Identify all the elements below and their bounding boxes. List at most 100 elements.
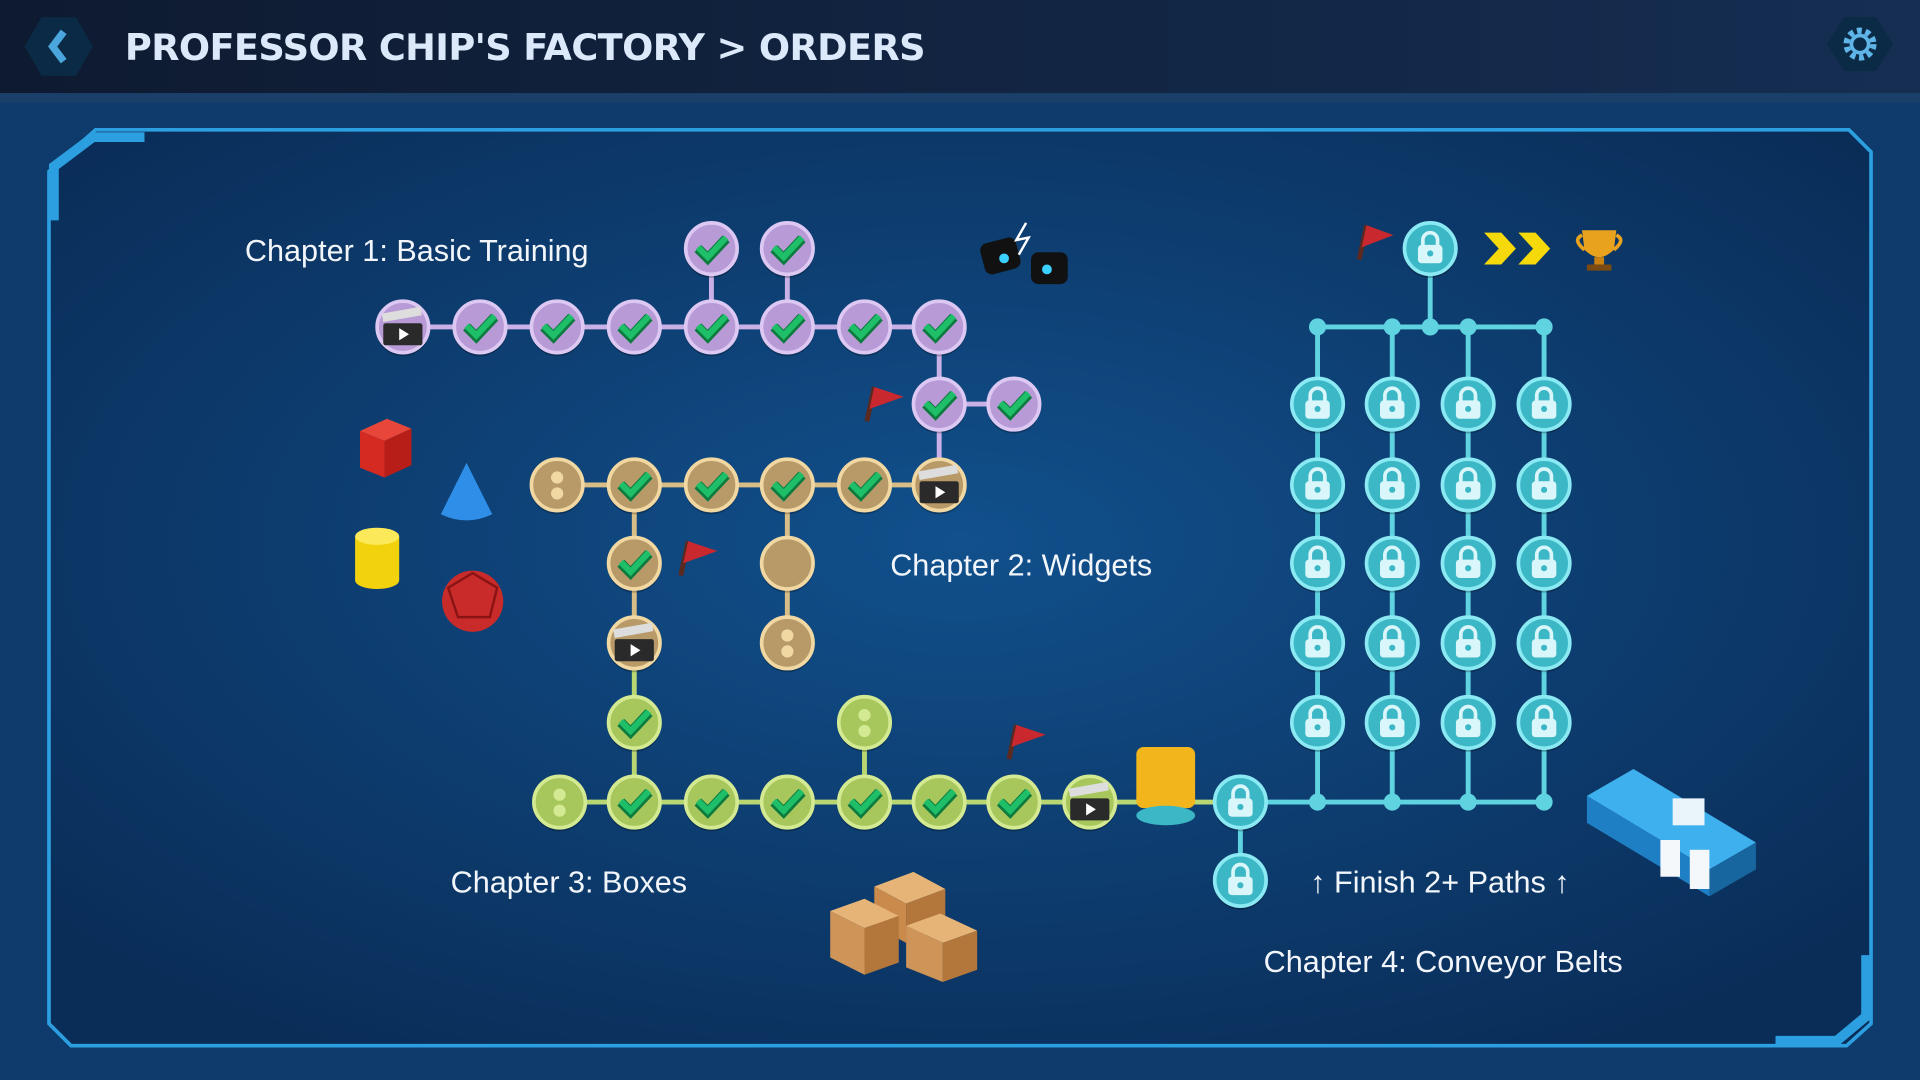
chapter-3-node-done[interactable]: [683, 774, 739, 832]
chapter-3-node-done[interactable]: [606, 774, 662, 832]
chapter-2-node-done[interactable]: [606, 535, 662, 593]
chapter-1-node-done[interactable]: [606, 299, 662, 357]
path-junction: [1308, 318, 1327, 336]
chapter-2-node-start[interactable]: [759, 615, 815, 673]
lock-icon: [1380, 467, 1405, 500]
lock-icon: [1531, 545, 1557, 578]
chapter-4-node-locked[interactable]: [1516, 694, 1572, 752]
chapter-4-node-locked[interactable]: [1440, 535, 1496, 593]
lock-icon: [1455, 625, 1481, 658]
chapter-4-node-locked[interactable]: [1364, 535, 1420, 593]
settings-button[interactable]: [1826, 17, 1894, 72]
chapter-3-node-done[interactable]: [606, 694, 662, 752]
chapter-4-node-locked[interactable]: [1440, 615, 1496, 673]
chapter-4-node-locked[interactable]: [1516, 376, 1572, 434]
flag-icon: [1006, 724, 1046, 760]
chapter-4-node-locked[interactable]: [1516, 457, 1572, 515]
flag-icon: [678, 540, 718, 577]
chapter-2-label: Chapter 2: Widgets: [890, 549, 1152, 583]
chapter-4-node-locked[interactable]: [1516, 535, 1572, 593]
lock-icon: [1305, 625, 1330, 658]
chapter-2-node-done[interactable]: [836, 457, 893, 515]
lock-icon: [1228, 862, 1253, 896]
chapter-2-node-done[interactable]: [683, 457, 739, 515]
chapter-2-node-done[interactable]: [759, 457, 815, 515]
chapter-4-node-locked[interactable]: [1364, 615, 1420, 673]
chapter-4-node-locked[interactable]: [1290, 376, 1346, 434]
dots-icon: [551, 471, 564, 484]
chapter-2-node-done[interactable]: [606, 457, 662, 515]
chapter-2-node-video[interactable]: [911, 457, 967, 515]
chapter-3-node-start[interactable]: [532, 774, 588, 832]
chapter-4-node-locked[interactable]: [1516, 615, 1572, 673]
lock-icon: [1305, 545, 1330, 578]
chapter-4-node-locked[interactable]: [1364, 376, 1420, 434]
flag-icon: [1356, 224, 1394, 261]
chapter-1-node-done[interactable]: [836, 299, 893, 357]
chapter-4-node-locked[interactable]: [1212, 774, 1268, 832]
lock-icon: [1380, 386, 1405, 419]
lock-icon: [1455, 386, 1481, 419]
chapter-4-node-locked[interactable]: [1440, 376, 1496, 434]
chapter-1-node-done[interactable]: [683, 221, 739, 278]
chapter-4-node-locked[interactable]: [1290, 615, 1346, 673]
blue-cone-icon: [440, 462, 493, 521]
chapter-1-node-done[interactable]: [986, 376, 1042, 434]
map-panel: [47, 127, 1873, 1048]
lock-icon: [1380, 545, 1405, 578]
lock-icon: [1380, 625, 1405, 658]
chapter-2-node-empty[interactable]: [759, 535, 815, 593]
red-cube-icon: [360, 418, 412, 478]
lock-icon: [1455, 467, 1481, 500]
lock-icon: [1305, 467, 1330, 500]
path-junction: [1459, 318, 1477, 336]
clapperboard-icon: [1068, 781, 1110, 821]
back-button[interactable]: [24, 17, 94, 76]
lock-icon: [1305, 386, 1330, 419]
chapter-4-node-locked[interactable]: [1290, 694, 1346, 752]
chapter-4-node-locked[interactable]: [1364, 694, 1420, 752]
chapter-4-node-locked[interactable]: [1440, 457, 1496, 515]
chapter-4-node-locked[interactable]: [1364, 457, 1420, 515]
dots-icon: [781, 629, 794, 642]
chapter-1-node-done[interactable]: [911, 299, 967, 357]
lock-icon: [1455, 704, 1481, 738]
chapter-4-label: Chapter 4: Conveyor Belts: [1264, 945, 1623, 979]
path-junction: [1535, 318, 1553, 336]
page-title: PROFESSOR CHIP'S FACTORY > ORDERS: [125, 26, 925, 69]
chapter-1-node-done[interactable]: [529, 299, 585, 357]
chapter-4-node-locked[interactable]: [1290, 457, 1346, 515]
lock-icon: [1531, 704, 1557, 738]
chapter-3-node-done[interactable]: [986, 774, 1042, 832]
chapter-3-node-video[interactable]: [1062, 774, 1118, 832]
chapter-3-node-package[interactable]: [1136, 746, 1196, 826]
chapter-1-node-done[interactable]: [759, 299, 815, 357]
chapter-2-node-video[interactable]: [606, 615, 662, 673]
chapter-3-node-done[interactable]: [759, 774, 815, 832]
fast-forward-icon: [1484, 232, 1551, 265]
lock-icon: [1305, 704, 1330, 738]
chapter-1-node-done[interactable]: [759, 221, 815, 278]
red-sphere-icon: [442, 570, 504, 632]
chapter-3-node-start[interactable]: [836, 694, 893, 752]
gear-icon: [1843, 27, 1877, 61]
conveyor-belt-icon: [1586, 768, 1756, 897]
chapter-3-node-done[interactable]: [911, 774, 967, 832]
lock-icon: [1455, 545, 1481, 578]
chapter-4-node-locked[interactable]: [1212, 852, 1268, 910]
chapter-4-node-locked[interactable]: [1290, 535, 1346, 593]
dots-icon: [858, 708, 871, 722]
chapter-3-label: Chapter 3: Boxes: [451, 866, 688, 900]
chapter-1-node-done[interactable]: [911, 376, 967, 434]
chapter-1-node-done[interactable]: [452, 299, 508, 357]
chapter-1-label: Chapter 1: Basic Training: [245, 234, 589, 268]
chapter-4-node-locked[interactable]: [1440, 694, 1496, 752]
chevron-left-icon: [48, 29, 67, 64]
clapperboard-icon: [918, 464, 959, 504]
chapter-1-node-video[interactable]: [375, 299, 431, 357]
lock-icon: [1531, 625, 1557, 658]
chapter-4-node-locked[interactable]: [1402, 221, 1458, 278]
chapter-1-node-done[interactable]: [683, 299, 739, 357]
chapter-3-node-done[interactable]: [836, 774, 893, 832]
chapter-2-node-start[interactable]: [529, 457, 585, 515]
